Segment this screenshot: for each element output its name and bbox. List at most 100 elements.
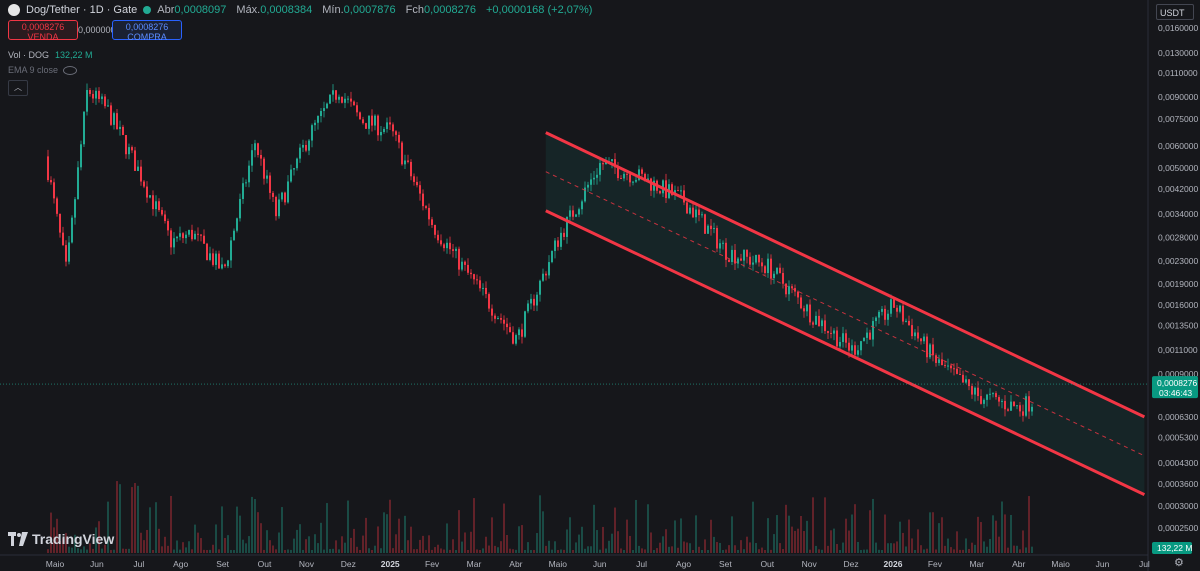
price-tick-label: 0,0160000 (1158, 23, 1198, 33)
candle-body (743, 249, 745, 261)
candle-body (974, 387, 976, 395)
candle-body (194, 233, 196, 240)
volume-bar (668, 546, 670, 553)
candle-body (500, 318, 502, 320)
volume-bar (866, 549, 868, 553)
currency-selector[interactable]: USDT (1156, 4, 1194, 20)
candle-body (374, 115, 376, 126)
candle-body (377, 115, 379, 136)
volume-bar (407, 540, 409, 553)
hidden-eye-icon[interactable] (63, 66, 78, 76)
volume-bar (743, 549, 745, 553)
candle-body (950, 365, 952, 369)
candle-body (995, 393, 997, 398)
volume-bar (167, 545, 169, 553)
volume-bar (290, 549, 292, 553)
volume-bar (944, 545, 946, 553)
price-tick-label: 0,0011000 (1158, 345, 1198, 355)
candle-body (584, 187, 586, 202)
volume-bar (569, 517, 571, 553)
candle-body (221, 264, 223, 269)
candle-body (386, 122, 388, 129)
candle-body (125, 134, 127, 155)
volume-bar (896, 541, 898, 553)
candle-body (143, 181, 145, 187)
candle-body (884, 308, 886, 320)
volume-bar (950, 547, 952, 553)
candle-body (77, 167, 79, 200)
candle-body (971, 386, 973, 395)
symbol-title[interactable]: Dog/Tether · 1D · Gate (26, 4, 138, 16)
candle-body (731, 249, 733, 262)
volume-bar (491, 517, 493, 553)
volume-bar (323, 549, 325, 553)
sell-button[interactable]: 0,0008276 VENDA (8, 20, 78, 42)
volume-bar (947, 538, 949, 553)
volume-bar (374, 545, 376, 553)
volume-bar (974, 544, 976, 553)
candle-body (941, 359, 943, 366)
open-value: 0,0008097 (174, 4, 227, 16)
collapse-legend-button[interactable]: ︿ (8, 80, 28, 96)
price-axis-panel (1148, 0, 1200, 571)
candle-body (287, 181, 289, 203)
volume-bar (431, 549, 433, 553)
volume-bar (683, 541, 685, 553)
candle-body (362, 119, 364, 124)
candle-body (989, 393, 991, 395)
volume-bar (254, 499, 256, 553)
volume-bar (149, 507, 151, 553)
volume-bar (860, 549, 862, 553)
volume-bar (494, 545, 496, 553)
candle-body (215, 253, 217, 265)
time-tick-label: Jul (133, 559, 144, 569)
volume-bar (278, 532, 280, 553)
settings-gear-icon[interactable]: ⚙ (1174, 557, 1184, 569)
volume-bar (803, 531, 805, 553)
candle-body (89, 89, 91, 94)
volume-bar (629, 535, 631, 553)
ema-legend[interactable]: EMA 9 close (8, 65, 78, 76)
candle-body (908, 320, 910, 326)
candle-body (344, 98, 346, 103)
volume-bar (893, 543, 895, 553)
volume-bar (260, 523, 262, 553)
candle-body (458, 248, 460, 270)
volume-bar (962, 549, 964, 553)
change-value: +0,0000168 (+2,07%) (486, 4, 593, 16)
price-tick-label: 0,0060000 (1158, 141, 1198, 151)
volume-bar (320, 522, 322, 553)
volume-bar (338, 549, 340, 553)
volume-bar (566, 529, 568, 553)
candle-body (488, 294, 490, 309)
candle-body (278, 199, 280, 217)
candle-body (482, 287, 484, 289)
candle-body (56, 198, 58, 214)
volume-bar (518, 526, 520, 553)
volume-bar (554, 541, 556, 553)
volume-bar (818, 549, 820, 553)
volume-bar (512, 549, 514, 553)
volume-bar (293, 538, 295, 553)
volume-bar (875, 542, 877, 553)
volume-bar (740, 540, 742, 553)
volume-bar (215, 524, 217, 553)
volume-bar (242, 539, 244, 553)
volume-bar (887, 543, 889, 553)
volume-bar (836, 544, 838, 553)
candle-body (299, 147, 301, 159)
volume-bar (533, 549, 535, 553)
buy-label: COMPRA (127, 32, 167, 42)
buy-button[interactable]: 0,0008276 COMPRA (112, 20, 182, 42)
candle-body (755, 254, 757, 263)
candle-body (698, 209, 700, 216)
candle-body (290, 169, 292, 182)
volume-bar (878, 549, 880, 553)
volume-legend[interactable]: Vol · DOG 132,22 M (8, 50, 93, 60)
volume-bar (908, 519, 910, 553)
candle-body (110, 105, 112, 125)
volume-bar (497, 547, 499, 553)
price-tick-label: 0,0006300 (1158, 412, 1198, 422)
candle-body (206, 243, 208, 260)
